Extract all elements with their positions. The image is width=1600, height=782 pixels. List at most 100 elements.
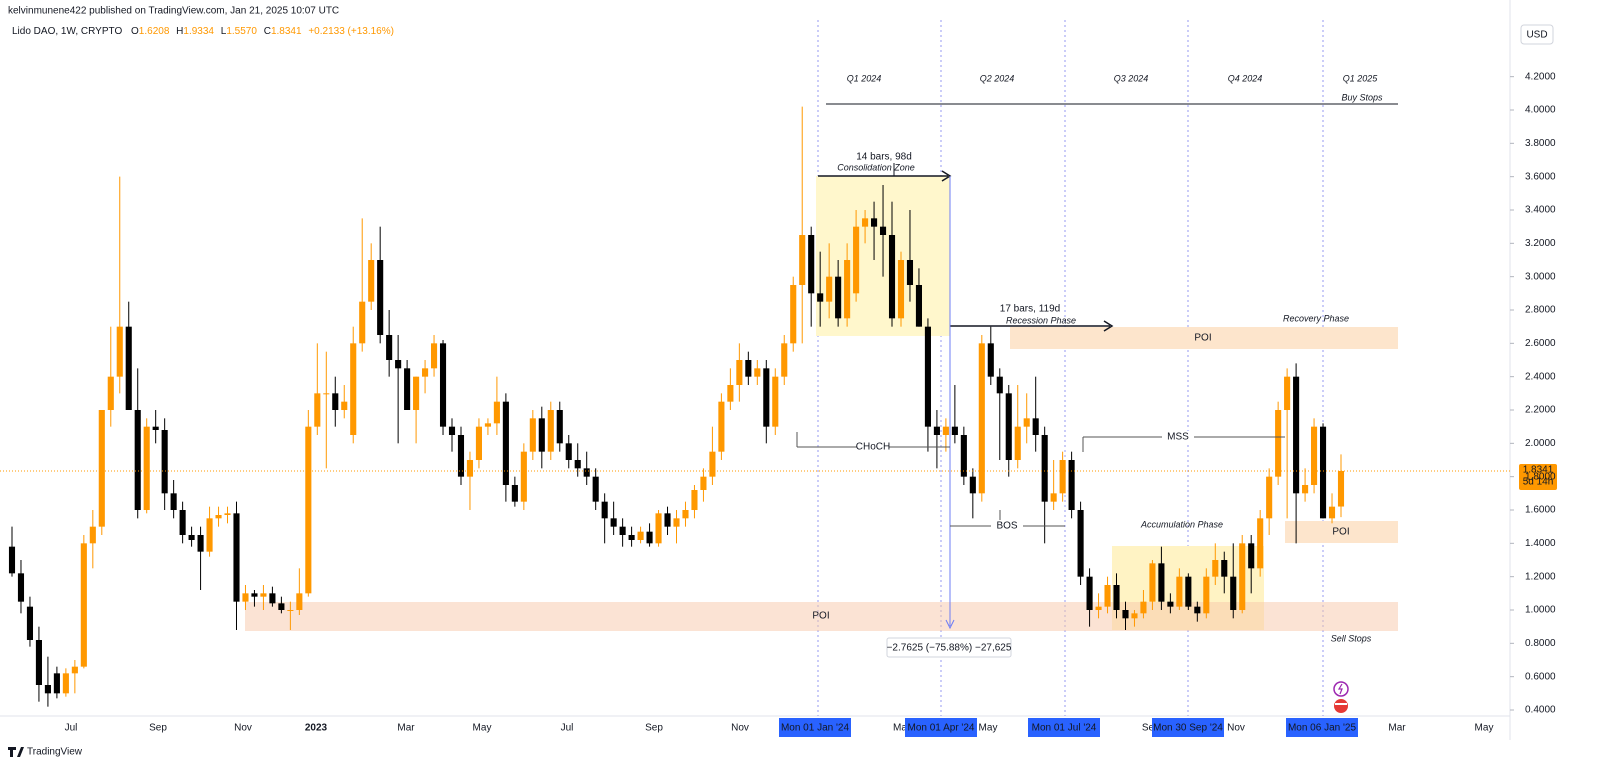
candle-body — [574, 460, 581, 469]
candle-body — [484, 423, 491, 427]
h-key: H — [176, 26, 183, 37]
quarter-label: Q1 2025 — [1343, 73, 1379, 83]
flag-icon-stripes — [1335, 703, 1347, 705]
currency[interactable]: USD — [1526, 30, 1547, 41]
candle-body — [368, 260, 375, 302]
candle-body — [1140, 601, 1147, 614]
annotation-recovery: Recovery Phase — [1283, 313, 1349, 323]
currency-button[interactable] — [1520, 24, 1554, 45]
candle-body — [655, 513, 662, 544]
candle-body — [754, 368, 761, 377]
candle-body — [583, 468, 590, 477]
candle-body — [996, 376, 1003, 394]
y-tick-label: 2.4000 — [1525, 371, 1556, 382]
candle-body — [1086, 576, 1093, 610]
price-tag-countdown: 5d 14h — [1523, 477, 1554, 488]
candle-body — [251, 593, 258, 597]
candle-body — [691, 490, 698, 510]
x-tick-label: May — [473, 723, 492, 734]
time-highlight — [1286, 718, 1358, 737]
annotation-recession-bars: 17 bars, 119d — [1000, 304, 1060, 315]
candle-body — [619, 526, 626, 535]
candle-body — [1077, 510, 1084, 577]
label-bg — [991, 520, 1023, 532]
y-tick-label: 2.8000 — [1525, 305, 1556, 316]
candle-body — [332, 393, 339, 410]
candle-body — [781, 343, 788, 377]
candle-body — [924, 326, 931, 427]
candle-body — [197, 535, 204, 552]
price-tag — [1519, 463, 1557, 490]
annotation-poi-mid: POI — [1332, 527, 1349, 538]
candle-body — [664, 513, 671, 527]
candle-body — [1203, 576, 1210, 614]
candle-body — [448, 426, 456, 435]
candle-body — [547, 410, 554, 452]
y-tick-label: 0.4000 — [1525, 705, 1556, 716]
c-key: C — [264, 26, 271, 37]
candle-body — [987, 343, 994, 377]
time-highlight — [905, 718, 977, 737]
poi-zone-mid — [1285, 521, 1398, 543]
candle-body — [772, 376, 779, 427]
x-tick-label: Sep — [645, 723, 663, 734]
candle-body — [1248, 543, 1255, 569]
time-highlight — [1152, 718, 1224, 737]
brand: TradingView — [27, 747, 83, 758]
candle-body — [933, 426, 940, 435]
candle-body — [206, 518, 213, 552]
candle-body — [242, 593, 249, 602]
candle-body — [628, 535, 635, 540]
candle-body — [1122, 610, 1129, 619]
candle-body — [80, 543, 87, 667]
arrow-head — [1103, 320, 1114, 332]
candle-body — [1257, 518, 1264, 569]
candle-body — [359, 301, 366, 344]
candle-body — [116, 326, 123, 377]
time-highlight — [779, 718, 851, 737]
candle-body — [844, 260, 851, 319]
quarter-label: Q3 2024 — [1114, 73, 1149, 83]
annotation-bos: BOS — [996, 521, 1017, 532]
candle-body — [745, 360, 752, 377]
change: +0.2133 (+13.16%) — [308, 26, 394, 37]
annotation-mss: MSS — [1167, 432, 1189, 443]
candle-body — [790, 285, 797, 344]
candle-body — [35, 640, 42, 685]
candle-body — [395, 360, 402, 369]
annotation-buy-stops: Buy Stops — [1341, 92, 1383, 102]
y-tick-label: 3.2000 — [1525, 238, 1556, 249]
x-tick-label: Mar — [397, 723, 415, 734]
y-tick-label: 2.2000 — [1525, 405, 1556, 416]
candle-body — [1131, 613, 1138, 619]
candle-body — [134, 410, 141, 510]
candle-body — [1230, 576, 1237, 610]
candle-body — [466, 460, 474, 477]
candle-body — [871, 218, 878, 227]
candle-body — [736, 360, 743, 385]
c-value: 1.8341 — [271, 26, 302, 37]
quarter-label: Q4 2024 — [1228, 73, 1263, 83]
x-tick-label: Mon 06 Jan '25 — [1288, 723, 1357, 734]
candle-body — [906, 260, 914, 285]
candle-body — [323, 393, 330, 395]
candle-body — [269, 593, 276, 604]
candle-body — [1059, 460, 1066, 494]
candle-body — [1311, 426, 1318, 485]
candle-body — [457, 435, 465, 477]
candle-body — [62, 673, 69, 694]
candle-body — [233, 513, 240, 602]
y-tick-label: 2.0000 — [1525, 438, 1556, 449]
x-tick-label: Mon 01 Jul '24 — [1032, 723, 1097, 734]
x-tick-label: Sep — [149, 723, 167, 734]
y-tick-label: 0.8000 — [1525, 638, 1556, 649]
label-bg — [857, 441, 889, 453]
candle-body — [951, 426, 958, 435]
x-tick-label: Mar — [1388, 723, 1406, 734]
candle-body — [44, 685, 51, 694]
candle-body — [71, 666, 78, 674]
candle-body — [278, 603, 285, 610]
x-tick-label: Jul — [561, 723, 574, 734]
candle-body — [341, 401, 348, 410]
candle-body — [493, 401, 500, 424]
